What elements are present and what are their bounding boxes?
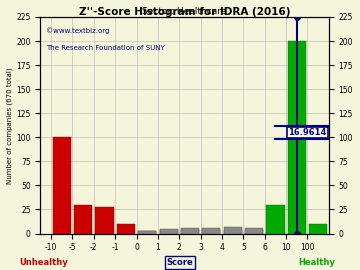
Text: Unhealthy: Unhealthy: [19, 258, 68, 267]
Bar: [74, 205, 92, 234]
Bar: [138, 231, 156, 234]
Y-axis label: Number of companies (670 total): Number of companies (670 total): [7, 67, 13, 184]
Bar: [202, 228, 220, 234]
Title: Z''-Score Histogram for IDRA (2016): Z''-Score Histogram for IDRA (2016): [79, 7, 291, 17]
Bar: [224, 227, 242, 234]
Bar: [266, 205, 284, 234]
Bar: [309, 224, 327, 234]
Bar: [266, 232, 284, 234]
Text: 16.9614: 16.9614: [288, 128, 327, 137]
Bar: [202, 229, 220, 234]
Text: Sector: Healthcare: Sector: Healthcare: [143, 7, 227, 16]
Text: ©www.textbiz.org: ©www.textbiz.org: [46, 28, 109, 35]
Bar: [138, 231, 156, 234]
Bar: [181, 228, 199, 234]
Bar: [224, 230, 242, 234]
Bar: [181, 229, 199, 234]
Text: The Research Foundation of SUNY: The Research Foundation of SUNY: [46, 45, 165, 51]
Text: Healthy: Healthy: [298, 258, 335, 267]
Bar: [95, 207, 114, 234]
Bar: [159, 229, 178, 234]
Bar: [245, 230, 263, 234]
Bar: [288, 41, 306, 234]
Bar: [245, 228, 263, 234]
Bar: [53, 137, 71, 234]
Bar: [159, 230, 178, 234]
Text: Score: Score: [167, 258, 193, 267]
Bar: [117, 224, 135, 234]
